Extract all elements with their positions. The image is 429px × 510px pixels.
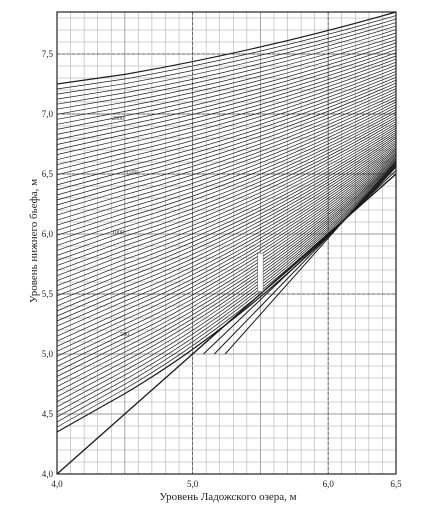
- series-line: [56, 145, 397, 332]
- series-line: [56, 82, 397, 196]
- series-line: [56, 163, 397, 403]
- series-line: [56, 123, 397, 277]
- series-line: [56, 45, 397, 135]
- series-line: [56, 18, 397, 95]
- y-tick-label: 7,5: [42, 49, 54, 59]
- series-line: [56, 15, 397, 90]
- series-line: [56, 88, 397, 206]
- curve-label: 2000: [112, 116, 124, 122]
- curve-label: 500: [120, 332, 129, 338]
- series-line: [56, 36, 397, 120]
- series-line: [56, 76, 397, 186]
- y-tick-label: 7,0: [42, 109, 54, 119]
- series-line: [56, 151, 397, 352]
- series-line: [56, 146, 397, 337]
- series-line: [56, 106, 397, 241]
- series-line: [56, 61, 397, 161]
- series-line: [56, 25, 397, 105]
- curve-labels: 1000 1500 2000 500: [112, 116, 138, 338]
- series-line: [56, 22, 397, 100]
- series-line: [56, 132, 397, 297]
- y-axis-title: Уровень нижнего бьефа, м: [28, 179, 40, 303]
- series-line: [56, 55, 397, 150]
- series-line: [56, 155, 397, 367]
- series-line: [56, 93, 397, 216]
- series-line: [56, 52, 397, 145]
- series-line: [56, 153, 397, 357]
- series-line: [56, 114, 397, 256]
- series-line: [56, 136, 397, 307]
- series-line: [56, 161, 397, 393]
- series-line: [56, 104, 397, 236]
- series-line: [56, 157, 397, 372]
- y-tick-label: 6,0: [42, 229, 54, 239]
- curve-label: 1500: [126, 170, 138, 176]
- y-tick-label: 5,0: [42, 349, 54, 359]
- series-line: [56, 39, 397, 125]
- series-line: [56, 29, 397, 110]
- fan-line: [203, 170, 397, 355]
- series-line: [56, 160, 397, 387]
- x-tick-label: 5,0: [187, 479, 199, 489]
- x-tick-label: 4,0: [51, 479, 63, 489]
- y-tick-label: 5,5: [42, 289, 54, 299]
- series-line: [56, 79, 397, 191]
- fan-line: [224, 161, 397, 355]
- fan-line: [213, 166, 397, 355]
- series-line: [56, 91, 397, 211]
- series-line: [56, 165, 397, 418]
- tick-labels: 4,0 5,0 6,0 6,5 4,0 4,5 5,0 5,5 6,0 6,5 7,0 7,5: [42, 49, 402, 489]
- series-line: [56, 64, 397, 166]
- y-tick-label: 6,5: [42, 169, 54, 179]
- reference-lines: [56, 161, 397, 475]
- blank-rectangle: [257, 252, 264, 292]
- y-tick-label: 4,5: [42, 409, 54, 419]
- series-line: [56, 139, 397, 317]
- series-line: [56, 118, 397, 266]
- series-line: [56, 154, 397, 362]
- x-axis-title: Уровень Ладожского озера, м: [159, 491, 296, 503]
- series-line: [56, 96, 397, 221]
- series-line: [56, 148, 397, 342]
- series-line: [56, 67, 397, 171]
- series-line: [56, 85, 397, 201]
- y-tick-label: 4,0: [42, 469, 54, 479]
- series-line: [56, 158, 397, 377]
- series-line: [56, 73, 397, 181]
- series-line: [56, 58, 397, 155]
- series-line: [56, 121, 397, 271]
- series-line: [56, 71, 397, 176]
- series-line: [56, 99, 397, 226]
- series-line: [56, 162, 397, 398]
- series-line: [56, 49, 397, 140]
- fan-line: [192, 173, 397, 355]
- series-line: [56, 116, 397, 261]
- series-line: [56, 42, 397, 130]
- series-line: [56, 127, 397, 287]
- series-line: [56, 134, 397, 302]
- series-line: [56, 111, 397, 251]
- series-line: [56, 137, 397, 312]
- series-line: [56, 141, 397, 322]
- series-line: [56, 125, 397, 282]
- x-tick-label: 6,5: [390, 479, 402, 489]
- series-line: [56, 159, 397, 382]
- series-line: [56, 11, 397, 85]
- axes: [56, 11, 397, 475]
- series-line: [56, 143, 397, 327]
- x-tick-label: 6,0: [323, 479, 335, 489]
- series-line: [56, 129, 397, 292]
- curve-label: 1000: [112, 230, 124, 236]
- series-line: [56, 32, 397, 115]
- plot-frame: [56, 11, 397, 475]
- series-line: [56, 164, 397, 408]
- series-line: [56, 109, 397, 246]
- series-line: [56, 150, 397, 347]
- series-line: [56, 101, 397, 231]
- series-line: [56, 164, 397, 413]
